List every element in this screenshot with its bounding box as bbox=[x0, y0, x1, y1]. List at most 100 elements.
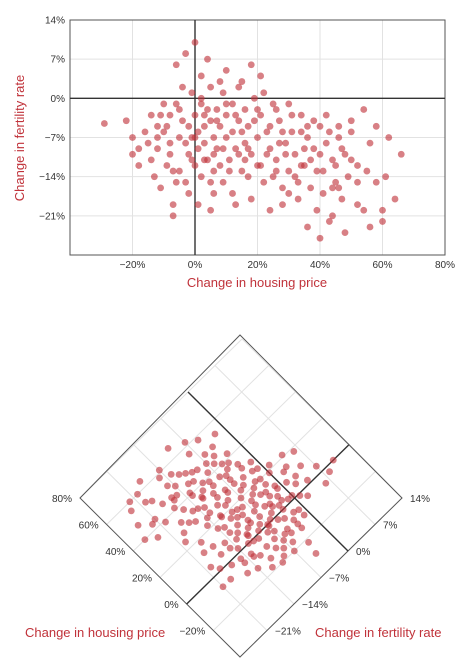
rotated-data-point bbox=[275, 501, 283, 509]
data-point bbox=[247, 195, 255, 203]
rotated-data-point bbox=[265, 461, 273, 469]
rotated-data-point bbox=[296, 492, 304, 499]
rotated-data-point bbox=[177, 519, 185, 526]
data-point bbox=[269, 100, 277, 108]
data-point bbox=[254, 106, 261, 113]
rotated-data-point bbox=[134, 521, 142, 529]
rotated-data-point bbox=[256, 513, 264, 520]
data-point bbox=[297, 162, 305, 169]
rotated-data-point bbox=[250, 484, 258, 492]
rotated-data-point bbox=[227, 515, 235, 522]
rotated-data-point bbox=[207, 563, 215, 571]
rotated-data-point bbox=[189, 507, 197, 515]
rotated-data-point bbox=[218, 460, 226, 468]
rotated-y-tick-label: −14% bbox=[302, 600, 328, 611]
data-point bbox=[150, 173, 158, 181]
rotated-data-point bbox=[188, 468, 196, 476]
rotated-data-point bbox=[254, 564, 262, 572]
data-point bbox=[282, 139, 290, 147]
data-point bbox=[147, 156, 155, 164]
data-point bbox=[338, 195, 346, 203]
rotated-data-point bbox=[238, 464, 246, 472]
rotated-x-tick-label: −20% bbox=[179, 627, 205, 638]
data-point bbox=[163, 122, 171, 130]
data-point bbox=[222, 100, 230, 108]
rotated-y-tick-label: 7% bbox=[383, 521, 398, 532]
rotated-data-point bbox=[221, 539, 229, 547]
data-point bbox=[316, 122, 324, 130]
data-point bbox=[304, 223, 311, 231]
rotated-data-point bbox=[290, 547, 298, 555]
rotated-data-point bbox=[134, 490, 141, 498]
data-point bbox=[210, 150, 218, 158]
data-point bbox=[363, 167, 371, 175]
data-point bbox=[366, 139, 374, 147]
data-point bbox=[263, 150, 271, 158]
data-point bbox=[182, 178, 190, 186]
rotated-data-point bbox=[280, 544, 288, 552]
rotated-data-point bbox=[326, 468, 333, 476]
rotated-data-point bbox=[214, 501, 221, 509]
rotated-data-point bbox=[162, 518, 169, 526]
data-point bbox=[207, 178, 215, 186]
data-point bbox=[238, 167, 246, 175]
rotated-x-tick-label: 20% bbox=[132, 574, 152, 585]
rotated-x-tick-label: 60% bbox=[79, 521, 99, 532]
data-point bbox=[169, 167, 177, 175]
rotated-data-point bbox=[216, 473, 224, 481]
rotated-data-point bbox=[241, 559, 249, 567]
rotated-data-point bbox=[289, 538, 297, 546]
x-tick-label: 80% bbox=[435, 260, 455, 271]
rotated-data-point bbox=[244, 516, 252, 524]
data-point bbox=[294, 195, 302, 203]
rotated-data-point bbox=[214, 525, 222, 532]
rotated-data-point bbox=[244, 540, 252, 547]
data-point bbox=[222, 111, 230, 119]
rotated-data-point bbox=[234, 544, 242, 552]
data-point bbox=[288, 128, 296, 136]
data-point bbox=[207, 206, 215, 214]
data-point bbox=[282, 150, 290, 158]
data-point bbox=[272, 106, 280, 113]
data-point bbox=[322, 139, 330, 147]
rotated-data-point bbox=[222, 472, 230, 480]
rotated-data-point bbox=[290, 508, 298, 516]
rotated-data-point bbox=[239, 503, 246, 511]
rotated-data-point bbox=[264, 528, 272, 536]
data-point bbox=[307, 156, 315, 164]
data-point bbox=[135, 145, 143, 153]
rotated-data-point bbox=[272, 544, 280, 552]
rotated-data-point bbox=[265, 469, 273, 477]
data-point bbox=[147, 111, 155, 119]
data-point bbox=[235, 117, 243, 125]
data-point bbox=[179, 83, 186, 91]
data-point bbox=[200, 111, 208, 119]
data-point bbox=[141, 128, 149, 136]
rotated-data-point bbox=[210, 460, 218, 468]
rotated-data-point bbox=[193, 466, 201, 474]
rotated-data-point bbox=[175, 471, 183, 478]
data-point bbox=[244, 173, 252, 181]
data-point bbox=[197, 94, 205, 102]
data-point bbox=[341, 150, 349, 158]
rotated-data-point bbox=[189, 492, 196, 499]
data-point bbox=[372, 122, 380, 130]
data-point bbox=[385, 134, 393, 141]
rotated-y-gridline bbox=[106, 471, 268, 631]
rotated-data-point bbox=[297, 462, 305, 470]
data-point bbox=[285, 100, 293, 108]
data-point bbox=[379, 206, 386, 214]
rotated-data-point bbox=[312, 462, 320, 470]
y-tick-labels: −21% −14% −7% 0% 7% 14% bbox=[39, 16, 65, 223]
rotated-data-point bbox=[266, 500, 274, 508]
rotated-y-tick-label: −21% bbox=[275, 627, 301, 638]
data-point bbox=[154, 145, 161, 153]
data-point bbox=[241, 106, 249, 113]
data-point bbox=[325, 218, 333, 225]
data-points bbox=[100, 38, 405, 242]
rotated-data-point bbox=[211, 430, 219, 438]
data-point bbox=[100, 120, 108, 127]
data-point bbox=[332, 162, 340, 169]
rotated-data-point bbox=[228, 561, 236, 569]
rotated-data-point bbox=[199, 487, 207, 495]
